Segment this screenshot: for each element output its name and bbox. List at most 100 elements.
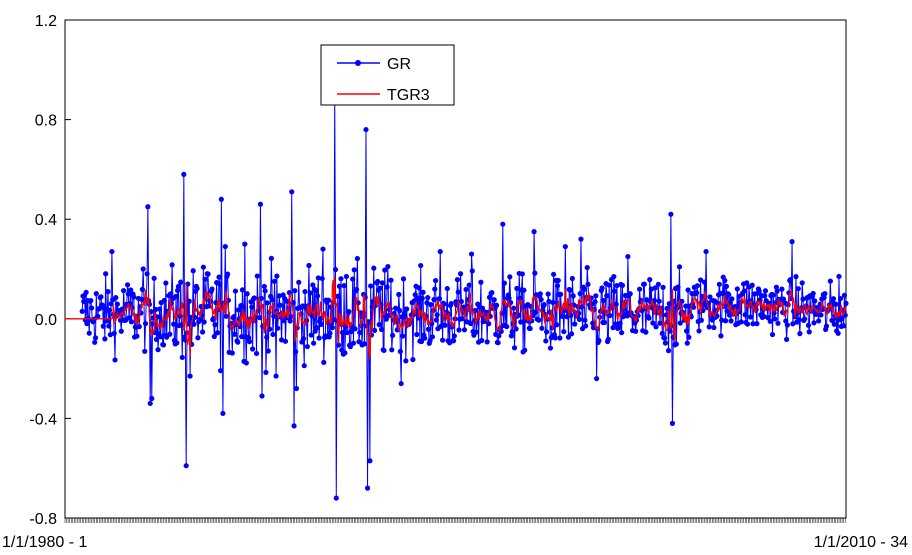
gr-point <box>327 330 333 336</box>
gr-point <box>79 308 85 314</box>
y-tick-label: 1.2 <box>35 13 57 30</box>
gr-point <box>800 296 806 302</box>
gr-point <box>741 288 747 294</box>
gr-point <box>431 297 437 303</box>
gr-point <box>306 262 312 269</box>
gr-point <box>336 283 343 289</box>
gr-point <box>754 321 760 327</box>
gr-point <box>684 340 690 346</box>
gr-point <box>601 297 607 304</box>
gr-point <box>347 344 353 350</box>
gr-point <box>157 306 163 312</box>
gr-point <box>400 276 407 282</box>
gr-point <box>774 288 780 294</box>
gr-point <box>451 333 457 339</box>
gr-point <box>381 347 387 354</box>
gr-point <box>126 315 132 321</box>
gr-point <box>186 298 192 304</box>
gr-point <box>633 328 639 334</box>
gr-point <box>83 289 89 295</box>
gr-point <box>259 393 265 399</box>
gr-point <box>567 287 573 293</box>
gr-point <box>240 304 246 310</box>
gr-point <box>841 323 847 329</box>
gr-point <box>348 328 354 335</box>
gr-point <box>641 281 647 287</box>
gr-point <box>816 318 822 324</box>
gr-point <box>93 291 99 297</box>
gr-point <box>96 306 102 312</box>
gr-point <box>656 298 662 304</box>
gr-point <box>425 326 432 332</box>
gr-point <box>318 315 324 321</box>
gr-point <box>346 308 352 315</box>
gr-point <box>491 297 497 303</box>
gr-point <box>812 298 818 304</box>
gr-point <box>729 296 735 302</box>
gr-point <box>697 277 704 283</box>
gr-point <box>136 324 142 330</box>
gr-point <box>703 248 709 255</box>
gr-point <box>354 286 360 293</box>
y-axis: -0.8 -0.4 0.0 0.4 0.8 1.2 <box>29 13 71 528</box>
gr-point <box>463 286 469 293</box>
gr-point <box>662 335 668 341</box>
gr-point <box>142 348 148 354</box>
gr-point <box>291 423 297 429</box>
gr-point <box>368 332 375 338</box>
gr-point <box>403 358 409 364</box>
gr-point <box>561 328 567 335</box>
gr-point <box>570 293 576 299</box>
series-tgr3-line <box>65 276 847 359</box>
gr-point <box>432 277 439 284</box>
gr-point <box>309 313 315 319</box>
gr-point <box>569 275 575 282</box>
gr-point <box>519 271 525 277</box>
gr-point <box>585 281 591 287</box>
gr-point <box>286 290 292 296</box>
gr-point <box>371 327 378 333</box>
gr-point <box>539 325 545 331</box>
gr-point <box>308 332 314 338</box>
gr-point <box>843 300 849 306</box>
gr-point <box>728 318 734 324</box>
gr-point <box>576 316 583 322</box>
gr-point <box>554 283 561 289</box>
gr-point <box>174 287 181 294</box>
gr-point <box>533 309 539 315</box>
gr-point <box>103 318 110 324</box>
gr-point <box>521 287 527 293</box>
gr-point <box>335 293 341 299</box>
gr-point <box>265 348 271 354</box>
legend-marker-gr <box>355 60 361 66</box>
gr-point <box>103 271 109 277</box>
gr-point <box>163 280 169 286</box>
gr-point <box>225 271 231 277</box>
gr-point <box>667 328 673 334</box>
gr-point <box>382 267 388 273</box>
gr-point <box>537 291 543 297</box>
gr-point <box>495 340 501 346</box>
x-ticks <box>64 518 846 523</box>
gr-point <box>121 288 127 294</box>
gr-point <box>616 324 622 331</box>
gr-point <box>442 322 448 328</box>
gr-point <box>205 271 211 277</box>
gr-point <box>296 279 302 285</box>
gr-point <box>321 359 327 365</box>
gr-point <box>314 325 320 331</box>
gr-point <box>389 347 395 353</box>
gr-point <box>167 331 173 337</box>
gr-point <box>606 282 612 288</box>
gr-point <box>161 297 167 304</box>
gr-point <box>831 321 837 327</box>
gr-point <box>742 312 748 318</box>
gr-point <box>343 273 350 280</box>
x-tick-label-end: 1/1/2010 - 34 <box>814 534 908 551</box>
gr-point <box>644 297 650 303</box>
gr-point <box>617 320 623 326</box>
gr-point <box>287 318 293 324</box>
gr-point <box>507 274 513 280</box>
gr-point <box>779 286 785 292</box>
gr-point <box>293 385 300 392</box>
